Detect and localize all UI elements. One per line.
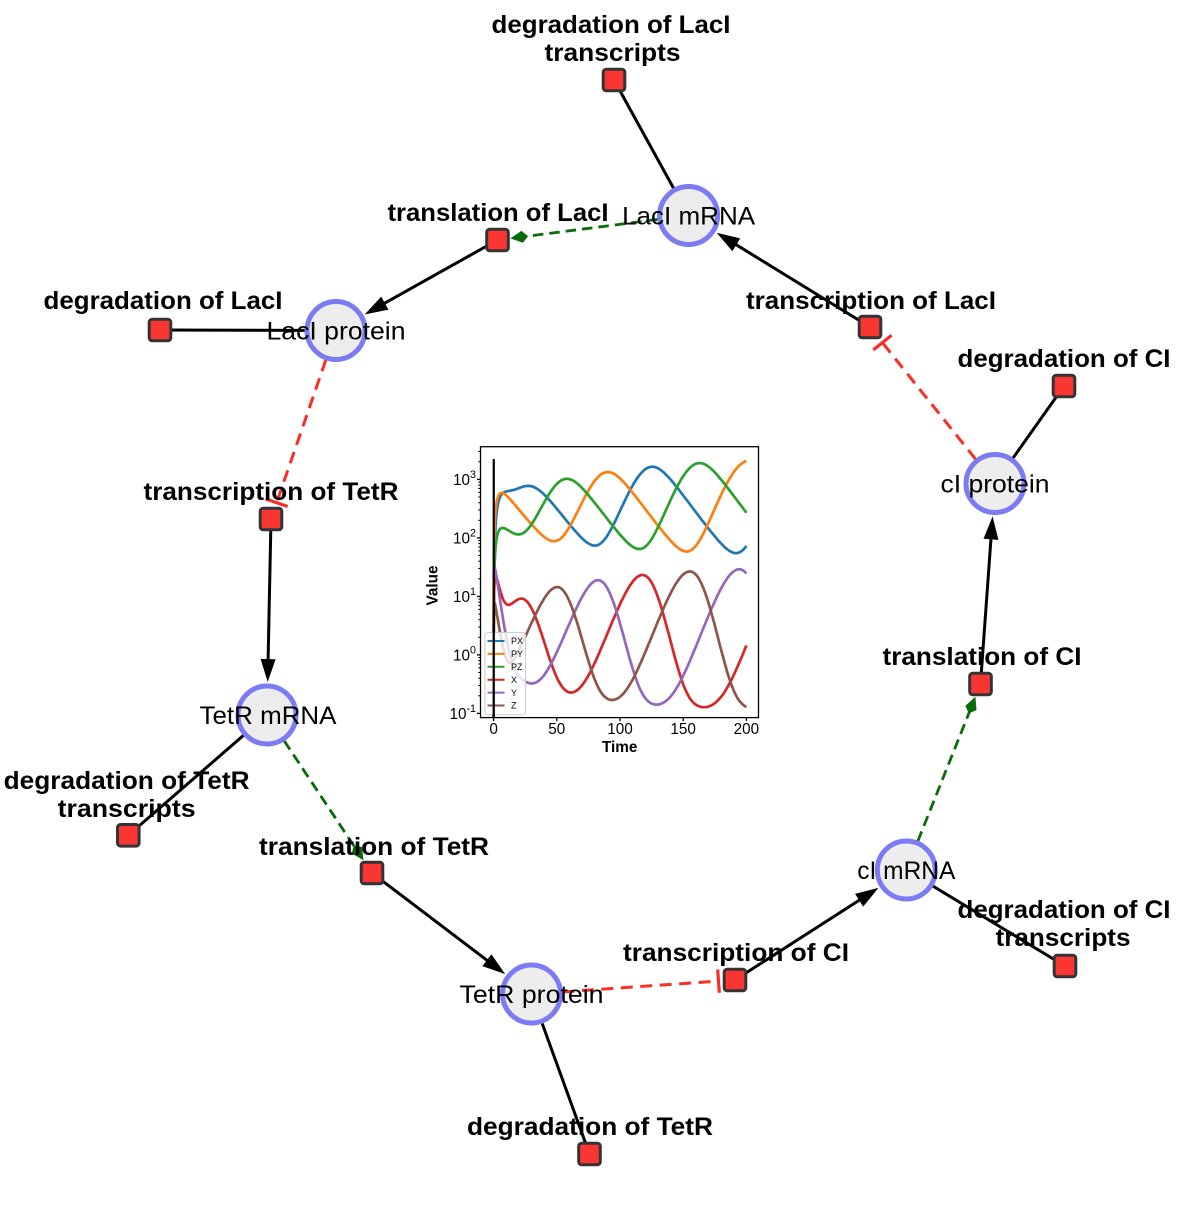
svg-text:degradation of TetR: degradation of TetR (467, 1113, 713, 1141)
svg-text:Z: Z (511, 701, 517, 711)
svg-text:Value: Value (425, 566, 442, 606)
svg-text:TetR protein: TetR protein (460, 981, 604, 1009)
svg-text:100: 100 (607, 721, 633, 738)
svg-text:transcription of TetR: transcription of TetR (144, 478, 399, 506)
svg-text:PY: PY (511, 649, 523, 659)
svg-text:degradation of TetR: degradation of TetR (4, 767, 250, 795)
svg-text:transcripts: transcripts (545, 39, 681, 67)
svg-text:Time: Time (602, 739, 637, 756)
svg-text:X: X (511, 675, 517, 685)
svg-text:transcripts: transcripts (58, 795, 196, 823)
svg-text:150: 150 (670, 721, 696, 738)
svg-text:degradation of CI: degradation of CI (958, 896, 1171, 924)
svg-text:LacI mRNA: LacI mRNA (622, 202, 755, 230)
svg-text:PX: PX (511, 636, 523, 646)
svg-text:transcription of CI: transcription of CI (623, 939, 849, 967)
svg-text:PZ: PZ (511, 662, 523, 672)
svg-text:translation of CI: translation of CI (883, 643, 1082, 671)
svg-text:translation of TetR: translation of TetR (259, 833, 489, 861)
svg-text:degradation of LacI: degradation of LacI (44, 287, 283, 315)
svg-text:degradation of LacI: degradation of LacI (492, 11, 731, 39)
svg-text:TetR mRNA: TetR mRNA (200, 702, 337, 730)
svg-text:transcription of LacI: transcription of LacI (746, 287, 996, 315)
svg-text:degradation of CI: degradation of CI (958, 345, 1171, 373)
svg-text:LacI protein: LacI protein (267, 317, 406, 345)
svg-text:cI mRNA: cI mRNA (857, 857, 955, 885)
svg-text:Y: Y (511, 688, 517, 698)
svg-text:transcripts: transcripts (996, 924, 1131, 952)
svg-text:200: 200 (734, 721, 760, 738)
svg-text:0: 0 (489, 721, 498, 738)
svg-text:50: 50 (548, 721, 565, 738)
svg-text:cI protein: cI protein (941, 470, 1050, 498)
svg-text:translation of LacI: translation of LacI (388, 199, 609, 227)
